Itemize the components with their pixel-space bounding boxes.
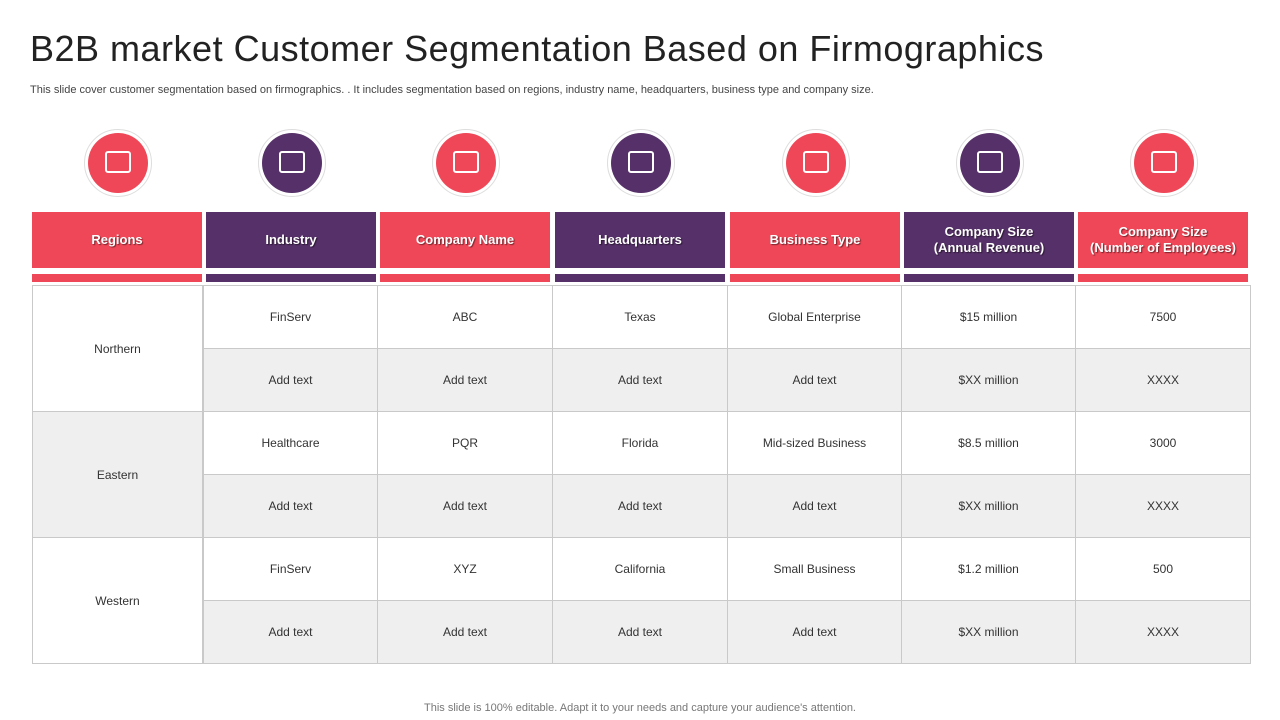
icon-glyph: [278, 151, 305, 173]
region-cell: Western: [32, 537, 203, 664]
table-cell: Add text: [377, 474, 553, 538]
table-cell: XXXX: [1075, 474, 1251, 538]
icon: [87, 133, 148, 193]
header-bar: [1078, 274, 1248, 282]
table-cell: 7500: [1075, 285, 1251, 349]
table-cell: Add text: [377, 600, 553, 664]
table-cell: Add text: [203, 474, 378, 538]
region-cell: Northern: [32, 285, 203, 412]
table-cell: Small Business: [727, 537, 902, 601]
table-cell: $15 million: [901, 285, 1076, 349]
header-bar: [730, 274, 900, 282]
column-header: Company Size (Number of Employees): [1078, 212, 1248, 268]
icon: [959, 133, 1020, 193]
table-cell: PQR: [377, 411, 553, 475]
subtitle: This slide cover customer segmentation b…: [30, 84, 874, 96]
table-cell: California: [552, 537, 728, 601]
table-cell: $XX million: [901, 348, 1076, 412]
table-cell: Global Enterprise: [727, 285, 902, 349]
table-cell: Add text: [203, 348, 378, 412]
column-header: Industry: [206, 212, 376, 268]
column-header: Headquarters: [555, 212, 725, 268]
region-cell: Eastern: [32, 411, 203, 538]
icon: [610, 133, 671, 193]
table-cell: Mid-sized Business: [727, 411, 902, 475]
column-header: Regions: [32, 212, 202, 268]
header-bar: [380, 274, 550, 282]
table-cell: Texas: [552, 285, 728, 349]
table-cell: Add text: [727, 474, 902, 538]
table-cell: XYZ: [377, 537, 553, 601]
icon-glyph: [627, 151, 654, 173]
table-cell: Add text: [203, 600, 378, 664]
table-cell: Add text: [727, 600, 902, 664]
column-header: Company Size (Annual Revenue): [904, 212, 1074, 268]
icon-glyph: [452, 151, 479, 173]
icon-glyph: [802, 151, 829, 173]
table-cell: XXXX: [1075, 348, 1251, 412]
header-bar: [904, 274, 1074, 282]
icon-glyph: [104, 151, 131, 173]
table-cell: Add text: [377, 348, 553, 412]
table-cell: Florida: [552, 411, 728, 475]
table-cell: ABC: [377, 285, 553, 349]
footer: This slide is 100% editable. Adapt it to…: [424, 702, 856, 714]
header-bar: [555, 274, 725, 282]
table-cell: Healthcare: [203, 411, 378, 475]
table-cell: Add text: [552, 474, 728, 538]
table-cell: $1.2 million: [901, 537, 1076, 601]
header-bar: [206, 274, 376, 282]
icon: [785, 133, 846, 193]
icon-glyph: [1150, 151, 1177, 173]
icon: [261, 133, 322, 193]
table-cell: 3000: [1075, 411, 1251, 475]
column-header: Business Type: [730, 212, 900, 268]
table-cell: Add text: [727, 348, 902, 412]
icon: [435, 133, 496, 193]
table-cell: $8.5 million: [901, 411, 1076, 475]
header-bar: [32, 274, 202, 282]
table-cell: $XX million: [901, 600, 1076, 664]
icon: [1133, 133, 1194, 193]
table-cell: 500: [1075, 537, 1251, 601]
table-cell: $XX million: [901, 474, 1076, 538]
table-cell: Add text: [552, 348, 728, 412]
icon-glyph: [976, 151, 1003, 173]
title: B2B market Customer Segmentation Based o…: [30, 28, 1044, 69]
table-cell: FinServ: [203, 537, 378, 601]
table-cell: FinServ: [203, 285, 378, 349]
table-cell: XXXX: [1075, 600, 1251, 664]
table-cell: Add text: [552, 600, 728, 664]
column-header: Company Name: [380, 212, 550, 268]
